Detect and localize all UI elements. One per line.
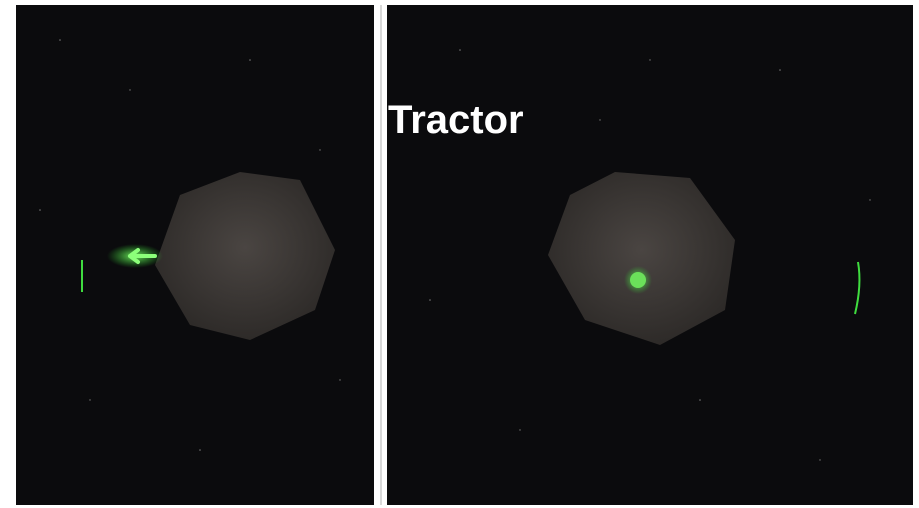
- arrow: [128, 248, 157, 264]
- right-indicator: [854, 261, 861, 315]
- spacecraft: [630, 272, 646, 288]
- asteroid-left: [155, 172, 335, 340]
- asteroid-right: [548, 172, 735, 345]
- title: Tractor: [388, 98, 524, 142]
- divider: [380, 5, 382, 505]
